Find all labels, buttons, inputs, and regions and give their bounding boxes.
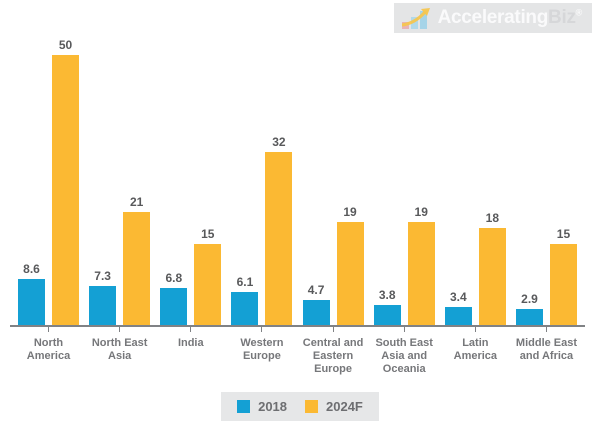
bar-group: 6.1 32	[231, 135, 293, 325]
x-axis-cell: South East Asia and Oceania	[374, 327, 435, 376]
legend-swatch-2024f-icon	[305, 400, 319, 413]
bar-unit-2018: 2.9	[515, 292, 543, 325]
bar-2024f	[265, 152, 293, 325]
bar-value-label: 15	[556, 227, 571, 241]
bar-group: 3.4 18	[444, 210, 506, 325]
category-label: South East Asia and Oceania	[375, 337, 433, 375]
tick-mark	[190, 327, 192, 332]
bar-2018	[89, 285, 117, 325]
bar-group: 3.8 19	[373, 205, 435, 325]
tick-mark	[403, 327, 405, 332]
category-label: India	[177, 337, 204, 349]
bar-2024f	[194, 244, 222, 325]
bar-2018	[515, 309, 543, 325]
category-label: North America	[26, 337, 71, 362]
tick-mark	[48, 327, 49, 332]
bar-unit-2024f: 18	[478, 210, 506, 325]
bar-value-label: 3.8	[378, 287, 396, 302]
bar-2018	[373, 304, 401, 325]
bar-group: 2.9 15	[515, 227, 577, 325]
bar-group: 4.7 19	[302, 205, 364, 325]
legend-label-2024f: 2024F	[326, 399, 363, 414]
bar-2018	[18, 278, 45, 325]
legend: 2018 2024F	[0, 392, 600, 421]
brand-name-primary: Accelerating	[437, 7, 549, 28]
x-axis-labels: North America North East Asia India Western Eu…	[10, 327, 585, 376]
bar-2024f	[52, 55, 79, 325]
bar-unit-2018: 7.3	[89, 268, 117, 325]
bar-value-label: 3.4	[450, 289, 467, 304]
bar-2024f	[549, 244, 577, 325]
bar-value-label: 4.7	[307, 282, 325, 297]
x-axis-cell: Western Europe	[231, 327, 292, 376]
bar-unit-2018: 8.6	[18, 262, 45, 325]
category-label: Central and Eastern Europe	[302, 337, 364, 375]
bar-2018	[444, 306, 472, 325]
tick-mark	[474, 327, 476, 332]
bar-2024f	[123, 211, 151, 325]
category-label: North East Asia	[91, 337, 148, 362]
bar-unit-2024f: 19	[407, 205, 435, 325]
bar-2018	[231, 292, 259, 325]
brand-name-secondary: Biz	[548, 7, 576, 28]
bar-unit-2024f: 15	[549, 227, 577, 325]
bar-2024f	[336, 222, 364, 325]
x-axis-cell: Middle East and Africa	[516, 327, 577, 376]
brand-logo: AcceleratingBiz®	[393, 3, 592, 33]
bar-value-label: 19	[343, 205, 357, 220]
legend-swatch-2018-icon	[237, 400, 251, 413]
legend-label-2018: 2018	[258, 399, 288, 414]
bar-value-label: 50	[58, 38, 73, 52]
bar-group: 7.3 21	[89, 194, 151, 325]
bar-unit-2018: 3.4	[444, 289, 472, 325]
tick-mark	[261, 327, 263, 332]
bar-unit-2018: 6.1	[231, 275, 259, 325]
bar-value-label: 6.8	[165, 271, 183, 286]
bar-2018	[302, 299, 330, 325]
x-axis-cell: Central and Eastern Europe	[303, 327, 364, 376]
registered-mark-icon: ®	[575, 7, 583, 18]
bar-value-label: 15	[201, 227, 215, 241]
bar-value-label: 7.3	[94, 268, 111, 283]
x-axis-cell: India	[160, 327, 221, 376]
tick-mark	[332, 327, 334, 332]
bar-2018	[160, 288, 188, 325]
bar-unit-2018: 6.8	[160, 271, 188, 325]
legend-item-2024f: 2024F	[305, 399, 363, 414]
bar-value-label: 18	[485, 210, 500, 225]
bar-value-label: 6.1	[236, 275, 254, 290]
bar-2024f	[478, 227, 506, 325]
bar-unit-2024f: 50	[52, 38, 79, 325]
x-axis-cell: Latin America	[445, 327, 506, 376]
growth-chart-icon	[401, 7, 432, 29]
category-label: Middle East and Africa	[515, 337, 578, 362]
category-label: Western Europe	[240, 337, 284, 362]
bar-unit-2018: 4.7	[302, 282, 330, 325]
bar-unit-2024f: 32	[265, 135, 293, 325]
bar-unit-2024f: 19	[336, 205, 364, 325]
x-axis-cell: North America	[18, 327, 79, 376]
tick-mark	[119, 327, 121, 332]
plot-area: 8.6 50 7.3 21 6.8 15 6.1 32 4.7 19 3.8 19 3.4 18 2.9 15	[10, 38, 585, 327]
tick-mark	[545, 327, 547, 332]
bar-value-label: 2.9	[521, 292, 538, 307]
bar-2024f	[407, 222, 435, 325]
bar-unit-2018: 3.8	[373, 287, 401, 325]
bar-chart: 8.6 50 7.3 21 6.8 15 6.1 32 4.7 19 3.8 19 3.4 18 2.9 15…	[10, 38, 585, 376]
legend-item-2018: 2018	[237, 399, 287, 414]
x-axis-cell: North East Asia	[89, 327, 150, 376]
bar-value-label: 21	[129, 194, 144, 209]
bar-value-label: 32	[272, 135, 286, 150]
brand-name: AcceleratingBiz®	[437, 7, 583, 29]
bar-group: 8.6 50	[18, 38, 79, 325]
bar-unit-2024f: 21	[123, 194, 151, 325]
legend-box: 2018 2024F	[221, 392, 379, 421]
bar-group: 6.8 15	[160, 227, 222, 325]
bar-value-label: 19	[414, 205, 428, 220]
category-label: Latin America	[453, 337, 498, 362]
bar-value-label: 8.6	[23, 261, 40, 276]
bar-unit-2024f: 15	[194, 227, 222, 325]
